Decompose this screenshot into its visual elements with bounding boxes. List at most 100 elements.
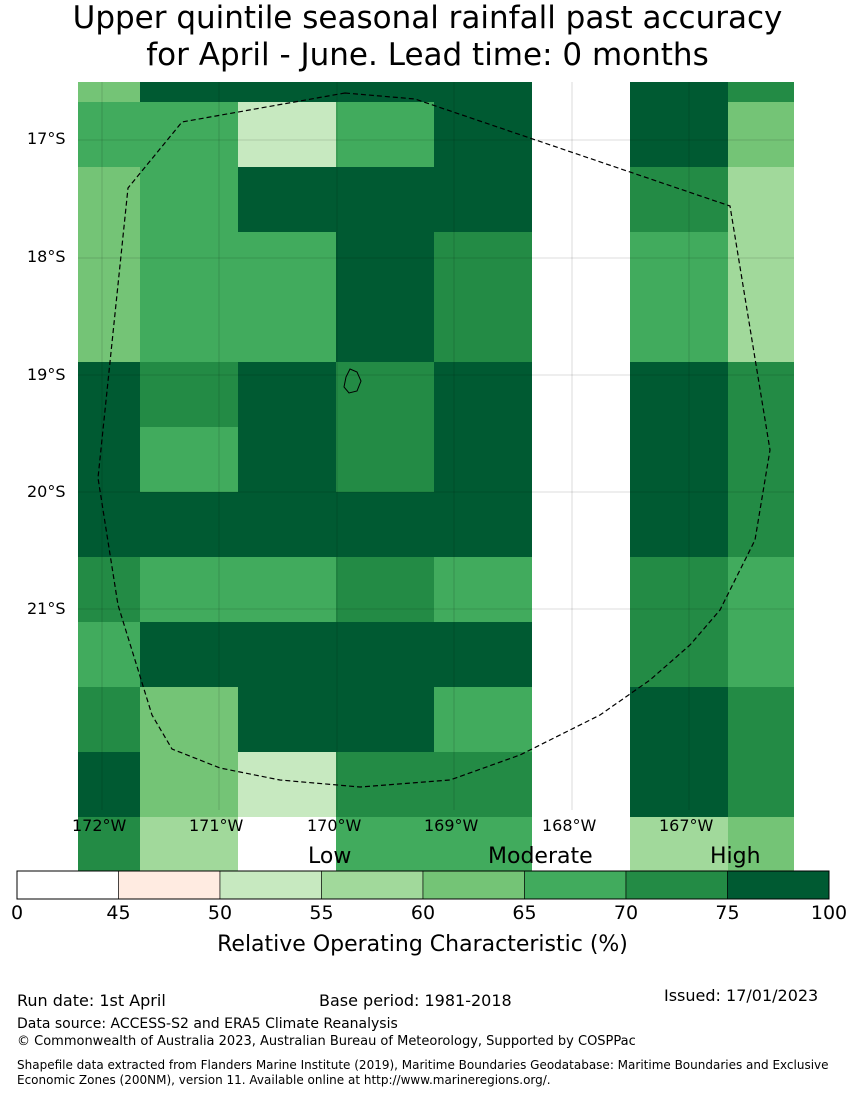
colorbar-segments [16, 870, 830, 900]
grid-cell [140, 102, 238, 167]
grid-cell [728, 297, 794, 362]
grid-cell [140, 752, 238, 817]
grid-cell [140, 622, 238, 687]
grid-cell [78, 622, 140, 687]
grid-cell [434, 427, 532, 492]
grid-cell [140, 297, 238, 362]
grid-cell [78, 167, 140, 232]
grid-cell [630, 427, 728, 492]
grid-cell [434, 687, 532, 752]
colorbar-tick-label: 75 [715, 902, 740, 924]
issued-date: Issued: 17/01/2023 [664, 986, 819, 1005]
grid-cells [78, 82, 794, 875]
lon-label-172: 172°W [72, 816, 127, 835]
colorbar-tick-label: 60 [410, 902, 436, 924]
grid-cell [78, 427, 140, 492]
grid-cell [434, 167, 532, 232]
grid-cell [336, 427, 434, 492]
colorbar-tick-label: 100 [810, 902, 848, 924]
island-outline [343, 368, 362, 394]
lon-label-169: 169°W [424, 816, 479, 835]
run-date: Run date: 1st April [17, 991, 166, 1010]
grid-cell [728, 817, 794, 875]
grid-cell [140, 557, 238, 622]
grid-cell [434, 492, 532, 557]
grid-cell [434, 362, 532, 427]
lon-label-171: 171°W [189, 816, 244, 835]
grid-cell [434, 817, 532, 875]
grid-cell [630, 362, 728, 427]
grid-cell [78, 102, 140, 167]
grid-cell [140, 427, 238, 492]
grid-cell [238, 427, 336, 492]
grid-cell [630, 687, 728, 752]
grid-cell [434, 102, 532, 167]
colorbar-label-high: High [710, 844, 761, 869]
grid-cell [238, 622, 336, 687]
grid-cell [140, 82, 238, 102]
colorbar-tick-label: 45 [106, 902, 131, 924]
lat-label-19: 19°S [27, 365, 66, 384]
grid-cell [140, 492, 238, 557]
grid-cell [78, 817, 140, 875]
grid-cell [140, 362, 238, 427]
colorbar-segment [16, 870, 119, 900]
grid-cell [336, 82, 434, 102]
colorbar-tick-label: 55 [309, 902, 334, 924]
grid-cell [336, 557, 434, 622]
chart-title-line-1: Upper quintile seasonal rainfall past ac… [72, 0, 783, 36]
grid-cell [140, 167, 238, 232]
colorbar-tick-label: 50 [207, 902, 233, 924]
grid-cell [728, 687, 794, 752]
grid-cell [78, 687, 140, 752]
grid-cell [728, 622, 794, 687]
grid-cell [336, 297, 434, 362]
data-source: Data source: ACCESS-S2 and ERA5 Climate … [17, 1016, 398, 1032]
grid-cell [630, 752, 728, 817]
grid-cell [728, 752, 794, 817]
grid-cell [238, 687, 336, 752]
grid-cell [78, 232, 140, 297]
lat-label-17: 17°S [27, 129, 66, 148]
grid-cell [630, 557, 728, 622]
colorbar-tick-label: 0 [10, 902, 24, 924]
grid-cell [336, 687, 434, 752]
grid-cell [238, 232, 336, 297]
chart-title: Upper quintile seasonal rainfall past ac… [0, 0, 855, 74]
colorbar [16, 870, 830, 900]
colorbar-segment [118, 870, 221, 900]
lat-label-21: 21°S [27, 599, 66, 618]
colorbar-segment [422, 870, 525, 900]
grid-cell [630, 102, 728, 167]
grid-cell [238, 297, 336, 362]
grid-cell [434, 232, 532, 297]
grid-cell [630, 82, 728, 102]
colorbar-segment [524, 870, 627, 900]
colorbar-segment [321, 870, 424, 900]
grid-cell [336, 232, 434, 297]
grid-cell [140, 232, 238, 297]
base-period: Base period: 1981-2018 [319, 991, 512, 1010]
grid-cell [238, 752, 336, 817]
grid-cell [728, 102, 794, 167]
lon-label-170: 170°W [307, 816, 362, 835]
grid-cell [238, 362, 336, 427]
grid-cell [78, 297, 140, 362]
grid-cell [336, 167, 434, 232]
colorbar-title: Relative Operating Characteristic (%) [217, 932, 628, 957]
colorbar-tick-label: 65 [512, 902, 537, 924]
colorbar-tick-label: 70 [613, 902, 639, 924]
grid-cell [630, 232, 728, 297]
shapefile-credit: Shapefile data extracted from Flanders M… [17, 1058, 829, 1087]
lon-label-167: 167°W [659, 816, 714, 835]
grid-cell [434, 297, 532, 362]
colorbar-label-moderate: Moderate [488, 844, 593, 869]
grid-cell [238, 102, 336, 167]
grid-cell [630, 492, 728, 557]
grid-cell [336, 492, 434, 557]
grid-cell [238, 167, 336, 232]
grid-cell [728, 167, 794, 232]
grid-cell [728, 492, 794, 557]
grid-cell [336, 622, 434, 687]
